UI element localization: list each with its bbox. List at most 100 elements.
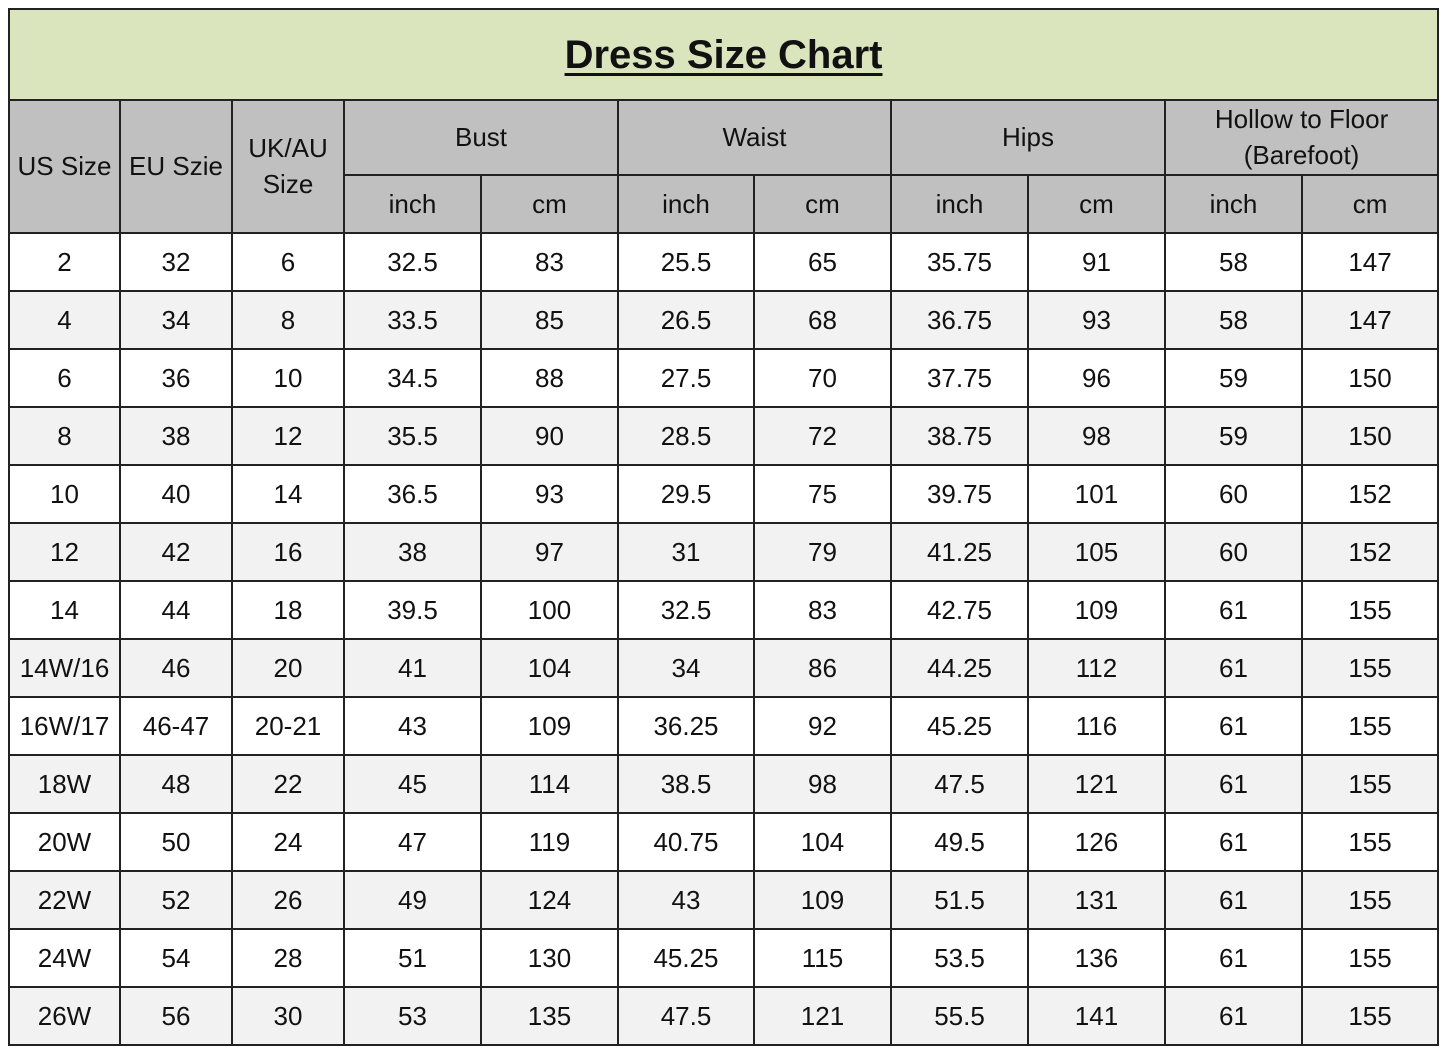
table-cell: 116 [1027,695,1166,756]
size-chart: Dress Size Chart US Size EU Szie UK/AU S… [7,8,1440,1046]
table-cell: 31 [617,521,755,582]
table-cell: 46-47 [119,695,233,756]
table-cell: 59 [1164,347,1303,408]
table-row: 20W 50 24 47 119 40.75 104 49.5 126 61 155 [8,811,1440,872]
table-cell: 61 [1164,579,1303,640]
table-cell: 49.5 [890,811,1029,872]
table-cell: 36.25 [617,695,755,756]
table-cell: 136 [1027,927,1166,988]
table-cell: 6 [231,231,345,292]
table-cell: 38 [119,405,233,466]
table-cell: 34 [119,289,233,350]
table-cell: 42 [119,521,233,582]
table-cell: 155 [1300,927,1440,988]
table-cell: 49 [343,869,482,930]
table-cell: 115 [753,927,892,988]
table-cell: 38.75 [890,405,1029,466]
table-cell: 109 [753,869,892,930]
table-cell: 41.25 [890,521,1029,582]
table-cell: 83 [480,231,619,292]
table-cell: 29.5 [617,463,755,524]
table-row: 18W 48 22 45 114 38.5 98 47.5 121 61 155 [8,753,1440,814]
table-cell: 68 [753,289,892,350]
table-cell: 86 [753,637,892,698]
table-cell: 8 [8,405,121,466]
table-cell: 60 [1164,463,1303,524]
table-cell: 121 [1027,753,1166,814]
table-cell: 91 [1027,231,1166,292]
table-cell: 38.5 [617,753,755,814]
table-cell: 147 [1300,231,1440,292]
header-hips: Hips [890,99,1166,176]
table-cell: 38 [343,521,482,582]
table-cell: 155 [1300,811,1440,872]
table-cell: 51 [343,927,482,988]
table-cell: 41 [343,637,482,698]
table-cell: 20-21 [231,695,345,756]
table-cell: 37.75 [890,347,1029,408]
table-cell: 22 [231,753,345,814]
table-cell: 104 [753,811,892,872]
table-cell: 47 [343,811,482,872]
table-cell: 25.5 [617,231,755,292]
table-cell: 27.5 [617,347,755,408]
table-cell: 155 [1300,869,1440,930]
table-cell: 44.25 [890,637,1029,698]
table-cell: 32.5 [617,579,755,640]
table-cell: 33.5 [343,289,482,350]
unit-header: cm [1027,173,1166,234]
table-cell: 43 [617,869,755,930]
table-cell: 61 [1164,869,1303,930]
table-cell: 45.25 [617,927,755,988]
table-cell: 130 [480,927,619,988]
table-cell: 58 [1164,231,1303,292]
table-cell: 39.75 [890,463,1029,524]
table-cell: 56 [119,985,233,1046]
table-cell: 52 [119,869,233,930]
table-cell: 34 [617,637,755,698]
table-cell: 36.75 [890,289,1029,350]
table-row: 22W 52 26 49 124 43 109 51.5 131 61 155 [8,869,1440,930]
table-cell: 10 [231,347,345,408]
header-bust: Bust [343,99,619,176]
unit-header: cm [753,173,892,234]
table-row: 10 40 14 36.5 93 29.5 75 39.75 101 60 152 [8,463,1440,524]
table-cell: 155 [1300,753,1440,814]
table-cell: 97 [480,521,619,582]
table-cell: 114 [480,753,619,814]
table-cell: 119 [480,811,619,872]
table-cell: 90 [480,405,619,466]
table-cell: 24W [8,927,121,988]
unit-header: inch [1164,173,1303,234]
table-cell: 104 [480,637,619,698]
table-cell: 47.5 [617,985,755,1046]
table-cell: 70 [753,347,892,408]
table-row: 24W 54 28 51 130 45.25 115 53.5 136 61 155 [8,927,1440,988]
chart-title: Dress Size Chart [7,8,1440,101]
table-cell: 16 [231,521,345,582]
table-cell: 45.25 [890,695,1029,756]
table-cell: 93 [1027,289,1166,350]
table-cell: 60 [1164,521,1303,582]
table-cell: 35.75 [890,231,1029,292]
table-row: 14W/16 46 20 41 104 34 86 44.25 112 61 155 [8,637,1440,698]
table-cell: 105 [1027,521,1166,582]
table-row: 16W/17 46-47 20-21 43 109 36.25 92 45.25 116 61 15… [8,695,1440,756]
table-cell: 92 [753,695,892,756]
table-cell: 155 [1300,985,1440,1046]
table-cell: 18W [8,753,121,814]
table-cell: 2 [8,231,121,292]
table-row: 14 44 18 39.5 100 32.5 83 42.75 109 61 155 [8,579,1440,640]
table-cell: 20 [231,637,345,698]
table-row: 6 36 10 34.5 88 27.5 70 37.75 96 59 150 [8,347,1440,408]
table-cell: 26.5 [617,289,755,350]
table-cell: 45 [343,753,482,814]
table-cell: 98 [753,753,892,814]
table-cell: 58 [1164,289,1303,350]
table-cell: 51.5 [890,869,1029,930]
table-cell: 152 [1300,463,1440,524]
table-cell: 96 [1027,347,1166,408]
table-cell: 36.5 [343,463,482,524]
table-cell: 18 [231,579,345,640]
table-cell: 50 [119,811,233,872]
